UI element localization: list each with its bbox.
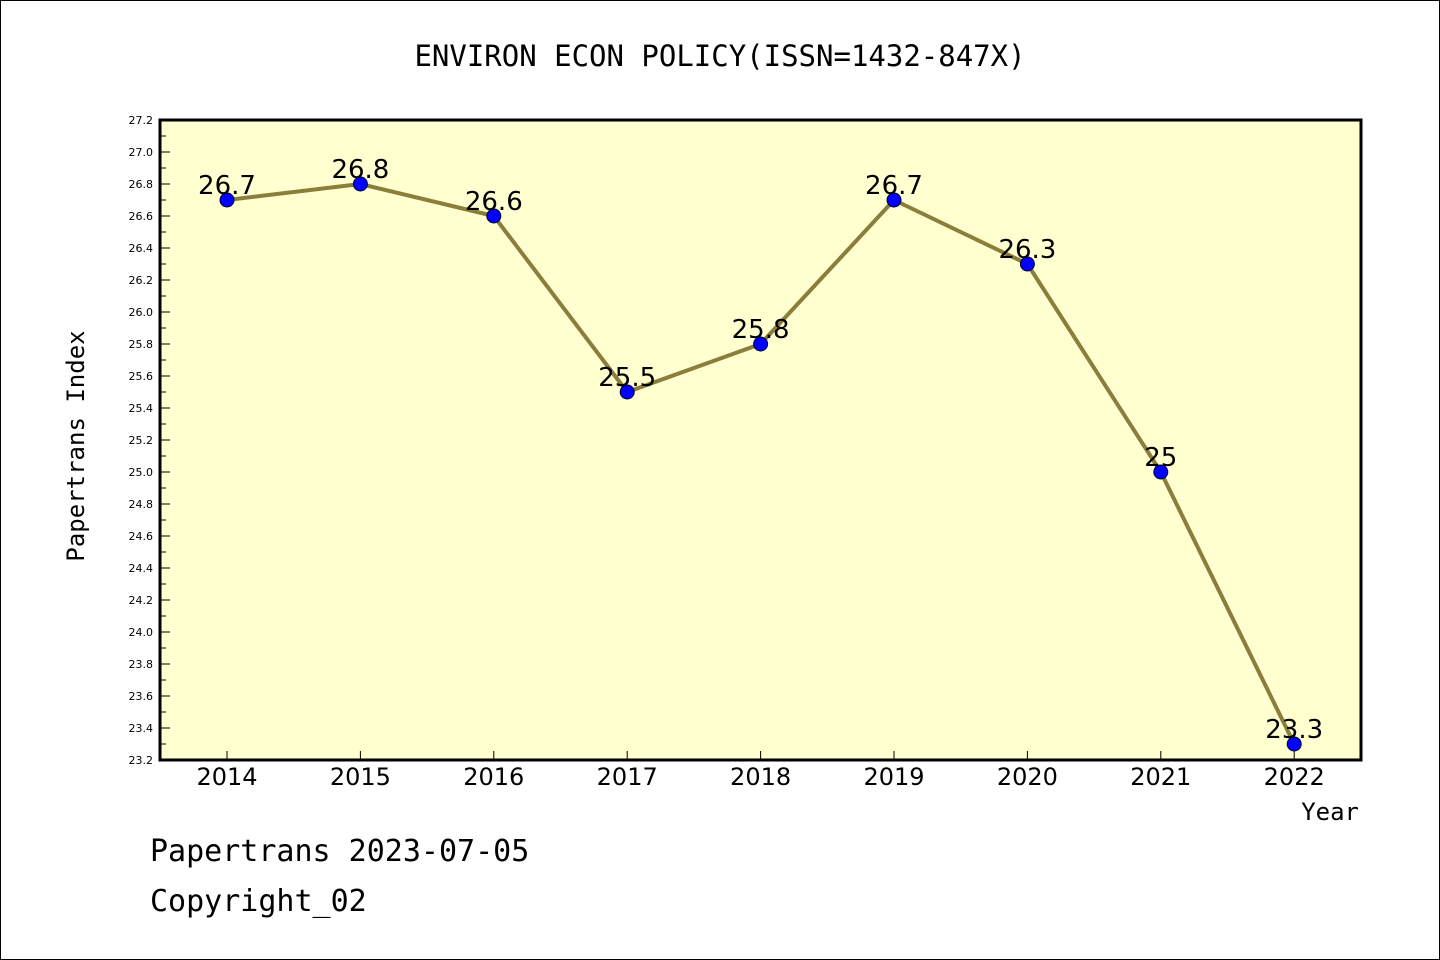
y-tick-label: 24.8 <box>129 498 154 511</box>
data-point-2019 <box>886 192 902 208</box>
data-point-2017 <box>619 384 635 400</box>
data-label-2015: 26.8 <box>331 155 389 185</box>
y-axis-label: Papertrans Index <box>62 330 90 561</box>
data-label-2016: 26.6 <box>465 187 523 217</box>
data-label-2022: 23.3 <box>1265 715 1323 745</box>
y-tick-label: 24.4 <box>129 562 154 575</box>
y-tick-label: 23.2 <box>129 754 154 767</box>
y-tick-label: 23.4 <box>129 722 154 735</box>
data-point-2014 <box>219 192 235 208</box>
x-tick-label: 2020 <box>997 763 1058 791</box>
plot-border <box>158 118 1363 762</box>
x-tick-label: 2016 <box>463 763 524 791</box>
data-point-2020 <box>1019 256 1035 272</box>
y-tick-label: 26.0 <box>129 306 154 319</box>
y-tick-label: 25.0 <box>129 466 154 479</box>
footer-date: Papertrans 2023-07-05 <box>150 834 530 869</box>
x-tick-label: 2019 <box>863 763 924 791</box>
x-tick-label: 2018 <box>730 763 791 791</box>
data-label-2017: 25.5 <box>598 363 656 393</box>
data-point-2022 <box>1286 736 1302 752</box>
y-tick-label: 27.0 <box>129 146 154 159</box>
y-tick-label: 23.6 <box>129 690 154 703</box>
data-point-2016 <box>486 208 502 224</box>
y-tick-label: 25.4 <box>129 402 154 415</box>
x-tick-label: 2014 <box>196 763 257 791</box>
data-label-2020: 26.3 <box>998 235 1056 265</box>
y-tick-label: 24.2 <box>129 594 154 607</box>
data-point-2018 <box>753 336 769 352</box>
y-tick-label: 24.6 <box>129 530 154 543</box>
y-tick-label: 26.2 <box>129 274 154 287</box>
data-label-2014: 26.7 <box>198 171 256 201</box>
x-axis-ticks: 2014 2015 2016 2017 2018 2019 2020 2021 2022 <box>196 751 1325 791</box>
y-tick-label: 26.8 <box>129 178 154 191</box>
y-tick-label: 26.6 <box>129 210 154 223</box>
y-tick-label: 23.8 <box>129 658 154 671</box>
series-papertrans-index: 26.7 26.8 26.6 25.5 25.8 26.7 26.3 25 23.3 <box>198 155 1323 752</box>
y-tick-label: 26.4 <box>129 242 154 255</box>
data-point-2021 <box>1153 464 1169 480</box>
y-tick-label: 27.2 <box>129 114 154 127</box>
x-tick-label: 2017 <box>597 763 658 791</box>
plot-area <box>160 120 1361 760</box>
footer-copyright: Copyright_02 <box>150 884 367 919</box>
x-axis-label: Year <box>1301 798 1359 826</box>
chart-title: ENVIRON ECON POLICY(ISSN=1432-847X) <box>414 39 1025 73</box>
y-tick-label: 24.0 <box>129 626 154 639</box>
x-tick-label: 2022 <box>1264 763 1325 791</box>
x-tick-label: 2021 <box>1130 763 1191 791</box>
data-label-2019: 26.7 <box>865 171 923 201</box>
x-tick-label: 2015 <box>330 763 391 791</box>
y-tick-label: 25.2 <box>129 434 154 447</box>
y-tick-label: 25.6 <box>129 370 154 383</box>
data-label-2018: 25.8 <box>732 315 790 345</box>
y-axis-ticks: 23.2 23.4 23.6 23.8 24.0 24.2 24.4 24.6 24.8 25.0… <box>129 114 170 767</box>
data-point-2015 <box>352 176 368 192</box>
y-tick-label: 25.8 <box>129 338 154 351</box>
data-label-2021: 25 <box>1144 443 1177 473</box>
